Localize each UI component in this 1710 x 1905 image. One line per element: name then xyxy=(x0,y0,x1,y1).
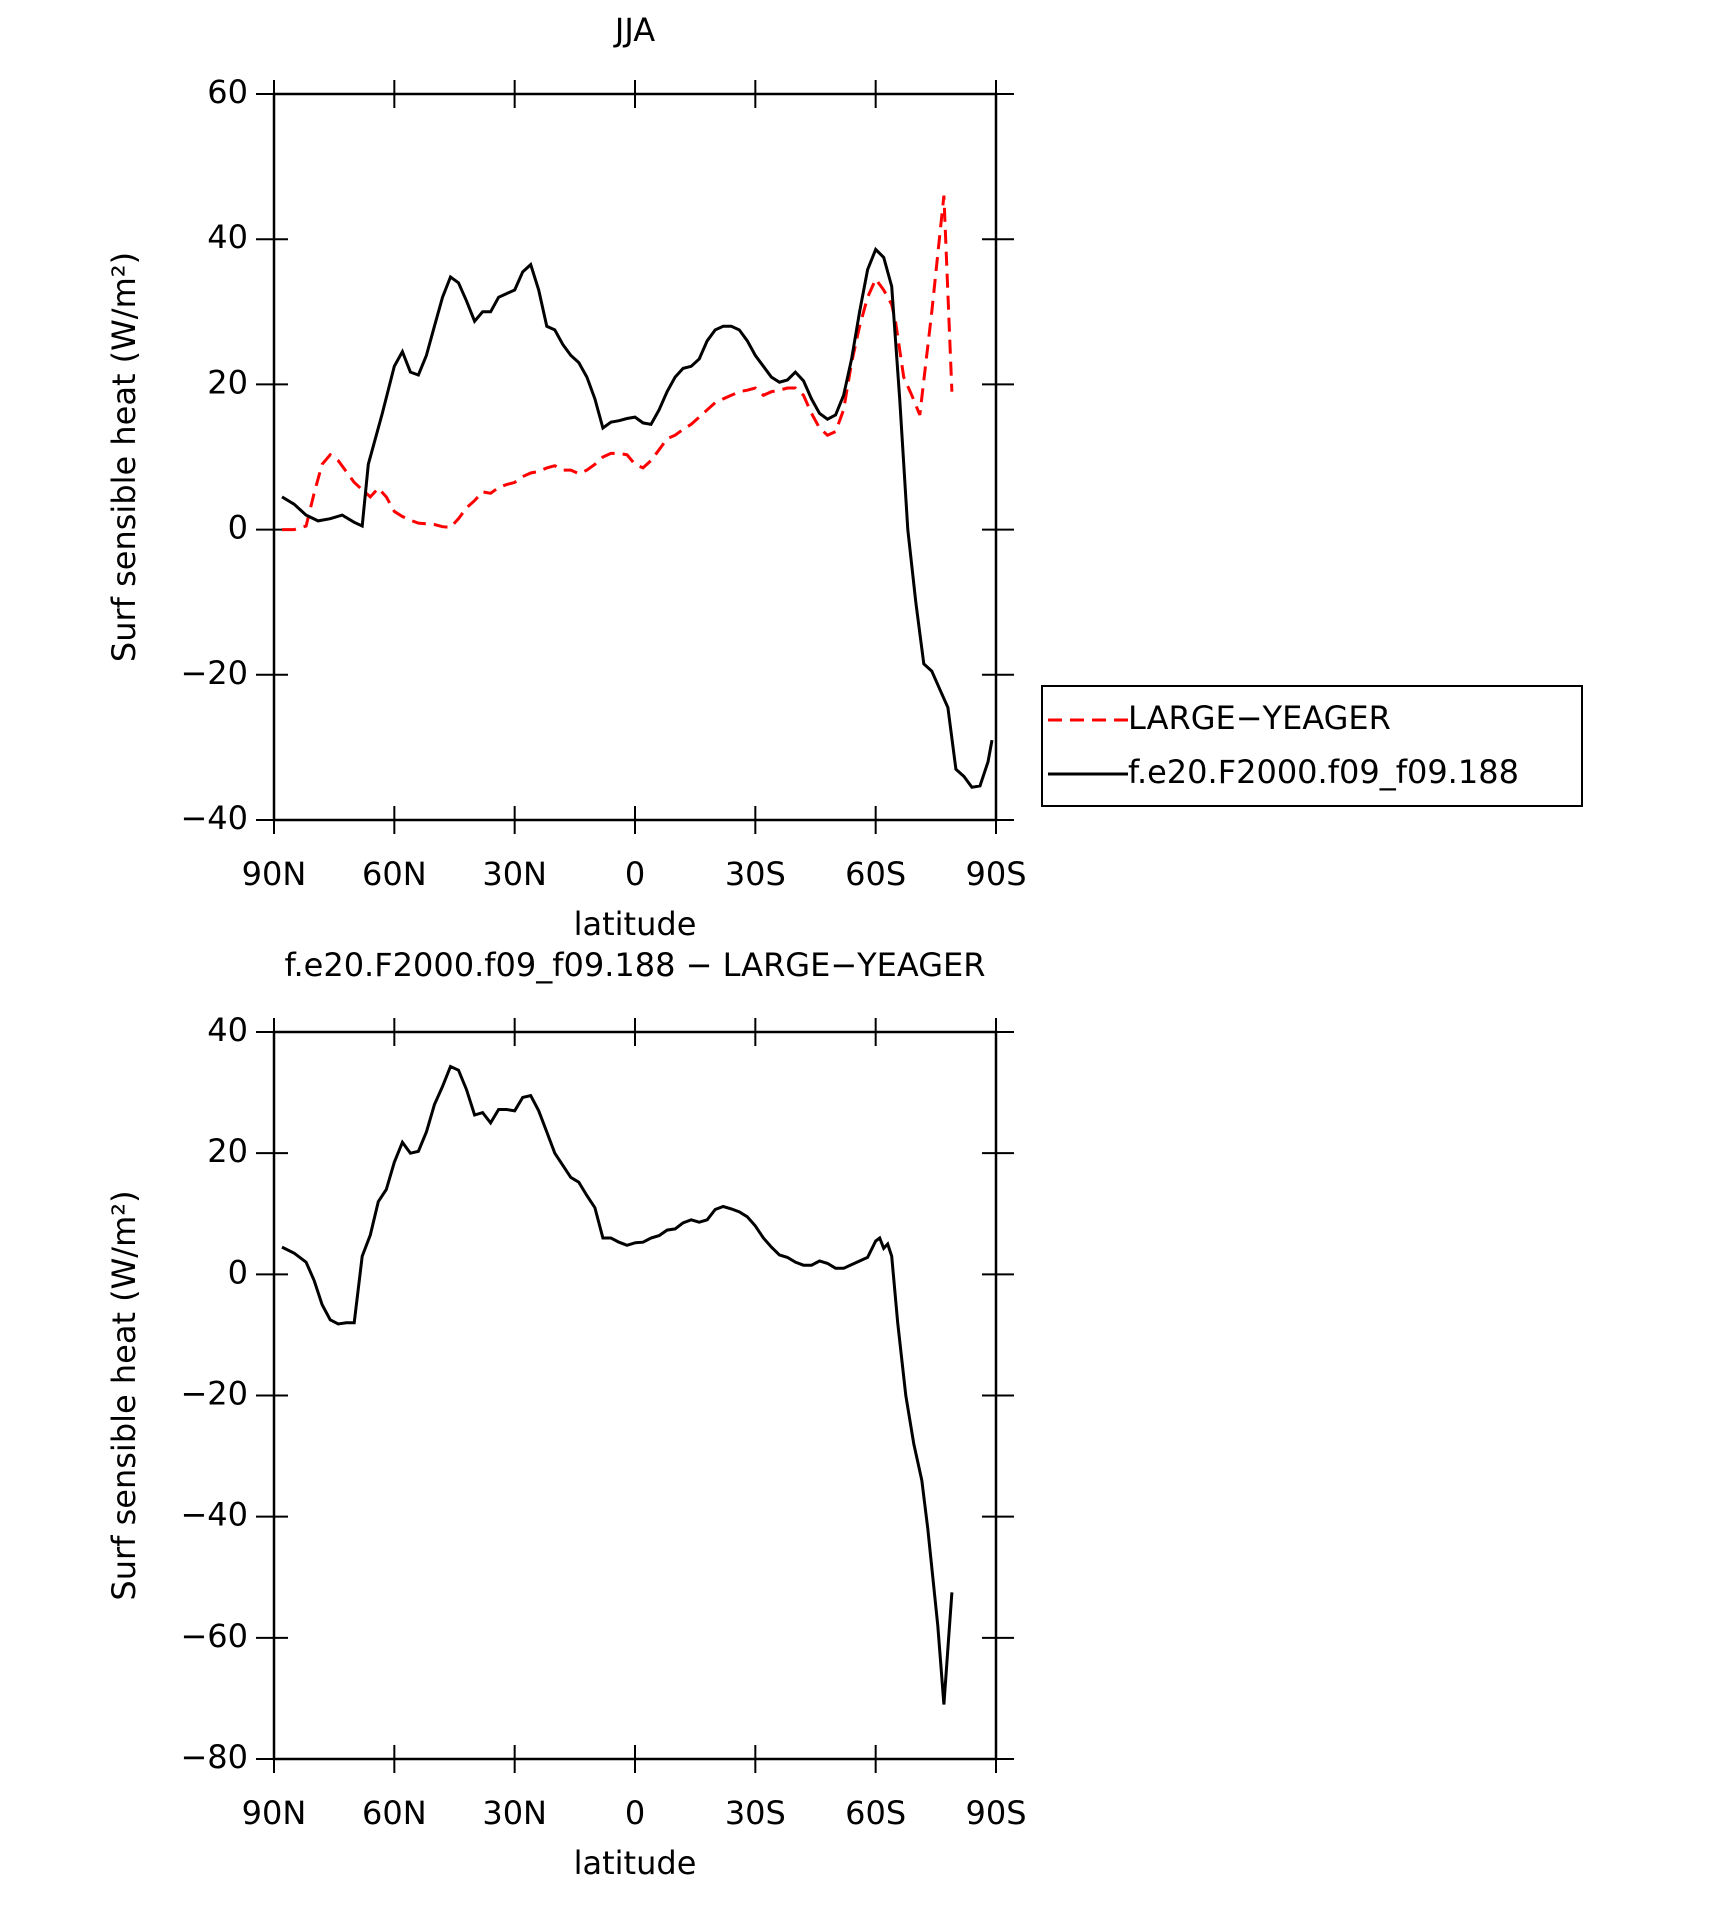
data-line xyxy=(281,1064,954,1705)
y-tick-label: −20 xyxy=(180,1375,248,1413)
plot-frame xyxy=(272,92,998,822)
x-tick-label: 0 xyxy=(625,1794,645,1832)
x-tick-label: 60N xyxy=(362,855,427,893)
y-tick-label: −20 xyxy=(180,654,248,692)
y-tick-label: 60 xyxy=(207,73,248,111)
plot-frame xyxy=(272,1030,998,1761)
x-tick-label: 90N xyxy=(242,1794,307,1832)
x-tick-label: 60N xyxy=(362,1794,427,1832)
x-tick-label: 30S xyxy=(725,1794,786,1832)
legend-label: f.e20.F2000.f09_f09.188 xyxy=(1128,753,1519,791)
y-tick-label: −80 xyxy=(180,1738,248,1776)
x-tick-label: 0 xyxy=(625,855,645,893)
chart-title: JJA xyxy=(613,11,655,49)
data-line xyxy=(281,246,994,789)
legend-box xyxy=(1041,685,1583,807)
x-tick-label: 90S xyxy=(965,1794,1026,1832)
chart: f.e20.F2000.f09_f09.188 − LARGE−YEAGER la… xyxy=(105,946,1027,1882)
y-tick-label: 20 xyxy=(207,363,248,401)
legend-label: LARGE−YEAGER xyxy=(1128,699,1391,737)
y-axis-label: Surf sensible heat (W/m²) xyxy=(105,252,143,662)
x-tick-label: 60S xyxy=(845,1794,906,1832)
y-tick-label: 0 xyxy=(228,509,248,547)
x-tick-label: 60S xyxy=(845,855,906,893)
x-tick-label: 30N xyxy=(482,855,547,893)
x-tick-label: 30N xyxy=(482,1794,547,1832)
y-tick-label: −40 xyxy=(180,1496,248,1534)
y-tick-label: −40 xyxy=(180,799,248,837)
data-line xyxy=(282,195,954,532)
y-axis-label: Surf sensible heat (W/m²) xyxy=(105,1190,143,1600)
y-tick-label: 40 xyxy=(207,218,248,256)
y-tick-label: 0 xyxy=(228,1253,248,1291)
x-tick-label: 30S xyxy=(725,855,786,893)
x-axis-label: latitude xyxy=(574,1844,697,1882)
chart-title: f.e20.F2000.f09_f09.188 − LARGE−YEAGER xyxy=(285,946,986,984)
y-tick-label: 20 xyxy=(207,1132,248,1170)
y-tick-label: 40 xyxy=(207,1011,248,1049)
x-tick-label: 90S xyxy=(965,855,1026,893)
x-axis-label: latitude xyxy=(574,905,697,943)
y-tick-label: −60 xyxy=(180,1617,248,1655)
x-tick-label: 90N xyxy=(242,855,307,893)
chart: JJA latitude Surf sensible heat (W/m²) 90N 6… xyxy=(105,11,1583,943)
